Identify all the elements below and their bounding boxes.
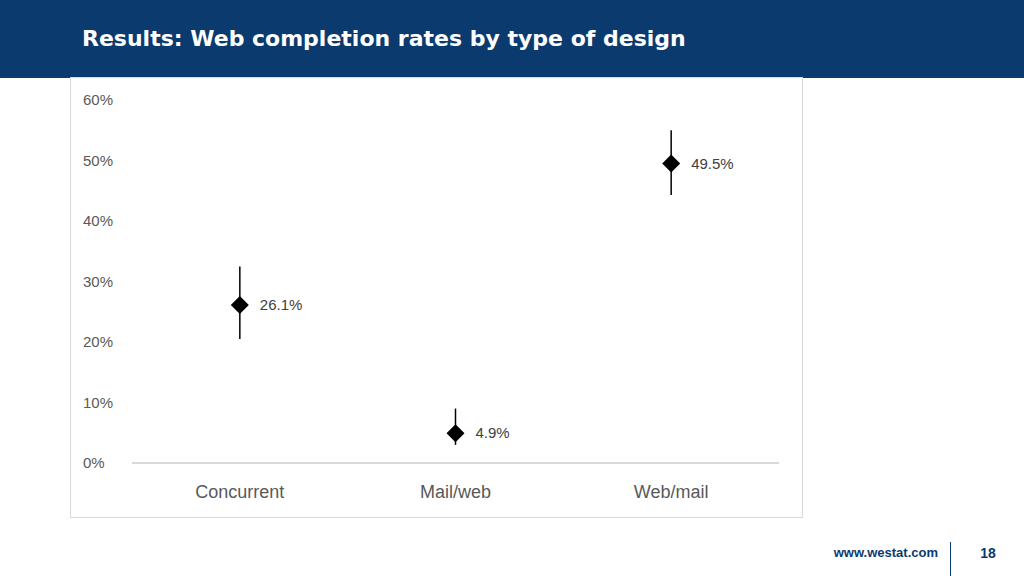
marker: [447, 424, 465, 442]
y-tick-label: 40%: [83, 212, 113, 229]
y-tick-label: 10%: [83, 394, 113, 411]
y-tick-label: 20%: [83, 333, 113, 350]
footer-divider: [950, 542, 951, 576]
x-tick-label: Concurrent: [195, 482, 284, 502]
data-label: 49.5%: [691, 155, 734, 172]
x-tick-label: Mail/web: [420, 482, 491, 502]
footer-url: www.westat.com: [833, 545, 938, 560]
y-tick-label: 60%: [83, 91, 113, 108]
slide: Results: Web completion rates by type of…: [0, 0, 1024, 576]
y-tick-label: 50%: [83, 152, 113, 169]
y-tick-label: 0%: [83, 454, 105, 471]
page-number: 18: [980, 545, 996, 561]
title: Results: Web completion rates by type of…: [82, 26, 686, 51]
marker: [231, 296, 249, 314]
marks: [231, 130, 680, 445]
x-tick-label: Web/mail: [634, 482, 709, 502]
marker: [662, 155, 680, 173]
data-label: 26.1%: [260, 296, 303, 313]
y-tick-label: 30%: [83, 273, 113, 290]
x-axis-line: [132, 462, 779, 464]
page: {"chart_data": {"type": "scatter", "titl…: [0, 0, 1024, 576]
header-band: [0, 0, 1024, 78]
data-label: 4.9%: [476, 424, 510, 441]
chart-frame: [71, 78, 803, 518]
